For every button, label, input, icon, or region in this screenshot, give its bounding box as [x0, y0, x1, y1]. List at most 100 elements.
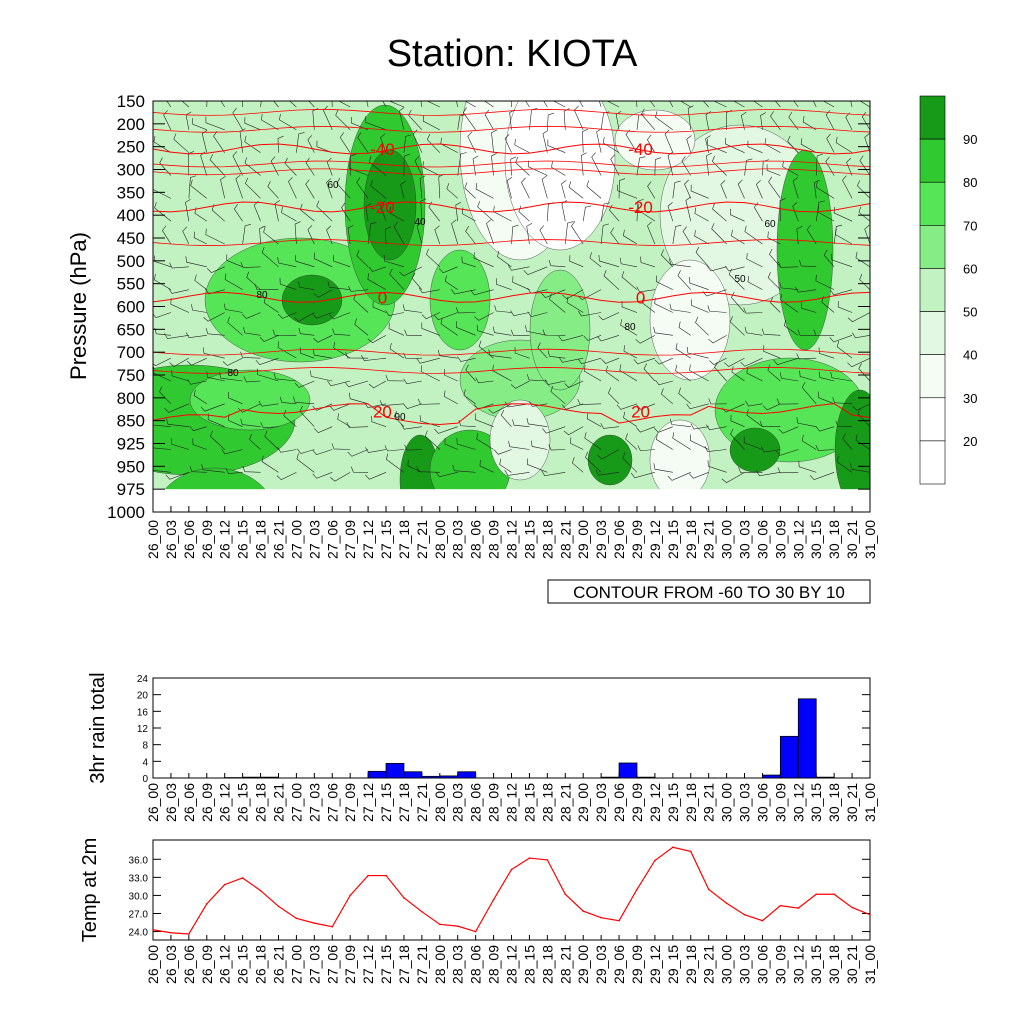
wind-barb — [382, 101, 387, 108]
wind-barb — [711, 155, 727, 176]
time-tick-label: 27_09 — [342, 520, 358, 559]
wind-barb — [223, 303, 243, 313]
wind-barb — [365, 116, 387, 131]
wind-barb — [558, 357, 584, 363]
pressure-tick-label: 850 — [117, 412, 145, 431]
colorbar-label: 30 — [963, 391, 977, 406]
wind-barb — [518, 205, 530, 222]
temp-xtick-label: 29_00 — [575, 945, 591, 984]
humidity-region — [649, 259, 731, 381]
wind-barb — [420, 101, 423, 108]
wind-barb — [725, 137, 745, 153]
temp-xtick-label: 30_09 — [772, 945, 788, 984]
wind-barb — [633, 357, 655, 365]
wind-barb — [655, 275, 673, 290]
temp-xtick-label: 26_18 — [253, 945, 269, 984]
wind-barb — [411, 272, 423, 290]
humidity-region — [489, 399, 551, 481]
wind-barb — [510, 310, 530, 316]
wind-barb — [332, 328, 351, 336]
wind-barb — [202, 347, 225, 359]
wind-barb — [510, 329, 530, 336]
wind-barb — [859, 101, 870, 108]
wind-barb — [407, 459, 423, 473]
time-tick-label: 26_06 — [181, 520, 197, 559]
wind-barb — [504, 401, 530, 408]
wind-barb — [689, 472, 709, 479]
rain-xtick-label: 27_21 — [414, 783, 430, 822]
temp-xtick-label: 27_00 — [288, 945, 304, 984]
pressure-tick-label: 1000 — [107, 503, 145, 522]
wind-barb — [435, 471, 458, 478]
temp-xtick-label: 28_12 — [504, 945, 520, 984]
wind-barb — [525, 101, 530, 108]
time-tick-label: 28_06 — [468, 520, 484, 559]
wind-barb — [542, 130, 549, 153]
rain-ytick-label: 0 — [142, 774, 148, 785]
rain-xtick-label: 29_00 — [575, 783, 591, 822]
wind-barb — [761, 328, 781, 336]
wind-barb — [383, 255, 405, 268]
wind-barb — [296, 453, 315, 473]
wind-barb — [402, 304, 422, 313]
wind-barb — [506, 176, 513, 199]
wind-barb — [599, 101, 602, 108]
humidity-region — [281, 274, 343, 326]
wind-barb — [249, 433, 261, 450]
wind-barb — [205, 288, 225, 295]
wind-barb — [792, 202, 799, 222]
wind-barb — [580, 152, 587, 176]
wind-barb — [422, 115, 440, 131]
wind-barb — [323, 105, 333, 130]
pressure-tick-label: 450 — [117, 229, 145, 248]
wind-barb — [620, 319, 638, 336]
temp-xtick-label: 30_18 — [826, 945, 842, 984]
rain-bar — [636, 776, 656, 779]
wind-barb — [187, 379, 207, 385]
wind-barb — [623, 411, 638, 427]
pressure-tick-label: 750 — [117, 366, 145, 385]
humidity-region — [189, 369, 311, 431]
wind-barb — [313, 426, 333, 434]
temperature-contour-label: -20 — [628, 198, 653, 217]
wind-barb — [835, 420, 853, 427]
wind-barb — [833, 206, 853, 222]
wind-barb — [600, 202, 610, 222]
wind-barb — [476, 324, 494, 336]
temperature-point — [349, 894, 351, 897]
wind-barb — [330, 472, 351, 482]
rain-ytick-label: 12 — [137, 724, 149, 735]
wind-barb — [444, 437, 458, 450]
temp-xtick-label: 28_03 — [450, 945, 466, 984]
rain-xtick-label: 28_12 — [504, 783, 520, 822]
wind-barb — [788, 111, 799, 131]
wind-barb — [738, 467, 763, 474]
wind-barb — [672, 224, 682, 245]
wind-barb — [235, 174, 243, 199]
time-tick-label: 30_06 — [754, 520, 770, 559]
wind-barb — [412, 129, 423, 153]
wind-barb — [831, 253, 853, 268]
wind-barb — [746, 252, 763, 268]
wind-barb — [636, 403, 656, 410]
wind-barb — [438, 266, 458, 274]
rain-axis-label: 3hr rain total — [87, 672, 109, 783]
wind-barb — [226, 254, 243, 268]
wind-barb — [551, 161, 566, 176]
wind-barb — [492, 326, 512, 336]
wind-barb — [747, 140, 763, 153]
wind-barb — [350, 466, 369, 473]
temperature-point — [761, 919, 764, 922]
wind-barb — [721, 472, 745, 483]
temperature-point — [152, 928, 154, 931]
wind-barb — [404, 329, 422, 336]
humidity-colorbar: 90 80 70 60 50 40 30 20 — [919, 95, 977, 485]
temp-xtick-label: 29_18 — [683, 945, 699, 984]
time-tick-label: 29_03 — [593, 520, 609, 559]
wind-barb — [154, 327, 171, 336]
wind-barb — [563, 108, 570, 130]
wind-barb — [284, 157, 297, 176]
temp-xtick-label: 26_03 — [163, 945, 179, 984]
wind-barb — [388, 322, 405, 336]
